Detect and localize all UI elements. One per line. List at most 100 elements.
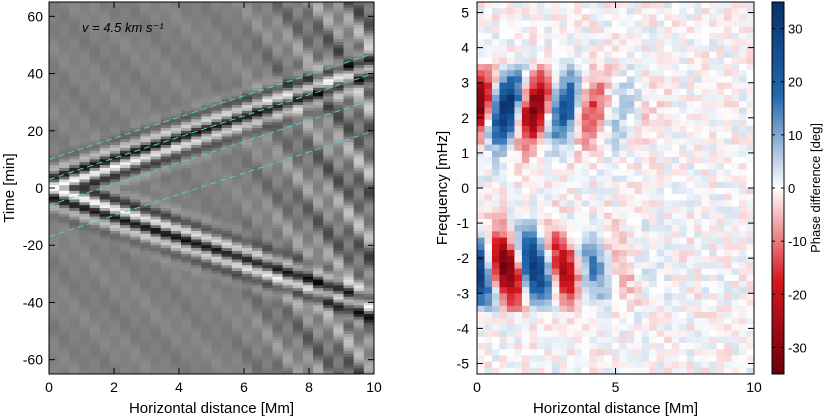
heatmap-cell <box>262 296 274 301</box>
heatmap-cell <box>130 73 142 77</box>
heatmap-cell <box>150 159 162 163</box>
heatmap-cell <box>343 185 355 189</box>
phase-cell <box>529 324 538 332</box>
heatmap-cell <box>109 39 121 43</box>
heatmap-cell <box>150 50 162 55</box>
heatmap-cell <box>211 96 223 100</box>
heatmap-cell <box>211 67 223 72</box>
heatmap-cell <box>272 353 284 358</box>
heatmap-cell <box>241 282 253 286</box>
heatmap-cell <box>99 30 111 35</box>
heatmap-cell <box>262 93 274 98</box>
heatmap-cell <box>353 2 365 6</box>
heatmap-cell <box>333 73 345 77</box>
heatmap-cell <box>353 93 365 98</box>
heatmap-cell <box>130 56 142 60</box>
heatmap-cell <box>49 22 60 26</box>
heatmap-cell <box>241 113 253 118</box>
phase-cell <box>477 268 485 276</box>
heatmap-cell <box>89 119 101 123</box>
heatmap-cell <box>262 42 274 46</box>
heatmap-cell <box>241 13 253 17</box>
heatmap-cell <box>221 268 233 272</box>
phase-cell <box>514 169 523 177</box>
heatmap-cell <box>69 4 81 9</box>
heatmap-cell <box>160 331 172 335</box>
heatmap-cell <box>109 345 121 349</box>
phase-cell <box>566 237 575 245</box>
heatmap-cell <box>130 190 142 195</box>
heatmap-cell <box>140 236 152 241</box>
heatmap-cell <box>333 167 345 172</box>
heatmap-cell <box>130 291 142 295</box>
heatmap-cell <box>181 53 192 57</box>
heatmap-cell <box>363 147 374 152</box>
heatmap-cell <box>140 362 152 367</box>
heatmap-cell <box>79 185 91 189</box>
heatmap-cell <box>99 67 111 72</box>
heatmap-cell <box>69 293 81 298</box>
heatmap-cell <box>69 351 81 355</box>
velocity-guide-lines <box>49 53 374 238</box>
phase-cell <box>544 225 553 232</box>
heatmap-cell <box>120 225 131 229</box>
heatmap-cell <box>69 7 81 12</box>
heatmap-cell <box>170 208 182 212</box>
heatmap-cell <box>262 136 274 140</box>
heatmap-cell <box>150 59 162 63</box>
heatmap-cell <box>59 325 70 329</box>
heatmap-cell <box>343 44 355 49</box>
heatmap-cell <box>49 142 60 146</box>
heatmap-cell <box>292 105 304 109</box>
phase-cell <box>477 274 485 282</box>
heatmap-cell <box>272 170 284 175</box>
heatmap-cell <box>49 67 60 72</box>
heatmap-cell <box>130 99 142 103</box>
heatmap-cell <box>241 125 253 129</box>
heatmap-cell <box>252 210 263 215</box>
heatmap-cell <box>241 256 253 261</box>
heatmap-cell <box>89 122 101 126</box>
heatmap-cell <box>140 196 152 201</box>
heatmap-cell <box>191 230 202 235</box>
phase-cell <box>559 64 568 71</box>
heatmap-cell <box>160 182 172 186</box>
heatmap-cell <box>120 96 131 100</box>
heatmap-cell <box>231 365 243 369</box>
heatmap-cell <box>241 316 253 321</box>
heatmap-cell <box>302 102 314 106</box>
heatmap-cell <box>201 208 213 212</box>
heatmap-cell <box>262 13 274 17</box>
heatmap-cell <box>201 90 213 95</box>
heatmap-cell <box>69 22 81 26</box>
heatmap-cell <box>272 348 284 352</box>
heatmap-cell <box>181 233 192 238</box>
heatmap-cell <box>191 102 202 106</box>
phase-cell <box>477 318 485 325</box>
heatmap-cell <box>170 242 182 246</box>
heatmap-cell <box>333 319 345 324</box>
heatmap-cell <box>241 351 253 355</box>
phase-cell <box>484 2 493 9</box>
phase-cell <box>566 20 575 28</box>
heatmap-cell <box>211 156 223 160</box>
heatmap-cell <box>323 236 334 241</box>
heatmap-cell <box>363 136 374 140</box>
heatmap-cell <box>353 219 365 223</box>
heatmap-cell <box>160 188 172 192</box>
phase-cell <box>544 113 553 121</box>
phase-cell <box>566 206 575 214</box>
heatmap-cell <box>211 353 223 358</box>
heatmap-cell <box>231 105 243 109</box>
heatmap-cell <box>140 136 152 140</box>
heatmap-cell <box>201 4 213 9</box>
heatmap-cell <box>252 133 263 138</box>
heatmap-cell <box>99 136 111 140</box>
phase-cell <box>491 157 500 164</box>
heatmap-cell <box>343 325 355 329</box>
heatmap-cell <box>363 82 374 86</box>
heatmap-cell <box>353 356 365 361</box>
heatmap-cell <box>109 33 121 37</box>
phase-cell <box>544 70 553 77</box>
phase-cell <box>551 157 560 164</box>
